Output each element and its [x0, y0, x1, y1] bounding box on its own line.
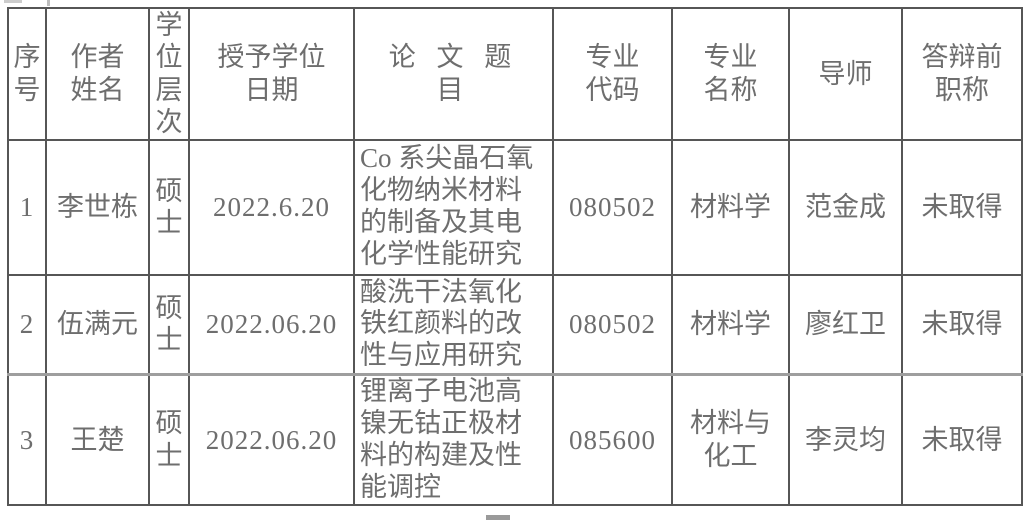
cell-serial-number: 3 — [7, 373, 47, 506]
cell-author-name: 王楚 — [45, 373, 150, 506]
header-pre-defense-title: 答辩前 职称 — [901, 7, 1023, 141]
cell-degree-date: 2022.06.20 — [188, 373, 355, 506]
cell-author-name: 伍满元 — [45, 273, 150, 376]
graduates-thesis-table: 序 号 作者 姓名 学 位 层 次 授予学位 日期 论 文 题 目 专业 代码 … — [7, 7, 1023, 506]
header-author-name: 作者 姓名 — [45, 7, 150, 141]
cell-major-code: 080502 — [552, 138, 673, 276]
cell-major-code: 080502 — [552, 273, 673, 376]
scan-artifact — [47, 0, 50, 6]
cell-major-name: 材料学 — [671, 273, 790, 376]
cell-pre-defense-title: 未取得 — [901, 373, 1023, 506]
cell-advisor: 廖红卫 — [788, 273, 903, 376]
cell-advisor: 李灵均 — [788, 373, 903, 506]
header-major-code: 专业 代码 — [552, 7, 673, 141]
scan-artifact — [4, 0, 22, 3]
cell-degree-level: 硕 士 — [148, 273, 190, 376]
header-degree-date: 授予学位 日期 — [188, 7, 355, 141]
cell-pre-defense-title: 未取得 — [901, 273, 1023, 376]
cell-thesis-title: 锂离子电池高 镍无钴正极材 料的构建及性 能调控 — [353, 373, 554, 506]
cell-thesis-title: 酸洗干法氧化 铁红颜料的改 性与应用研究 — [353, 273, 554, 376]
header-advisor: 导师 — [788, 7, 903, 141]
table-header-row: 序 号 作者 姓名 学 位 层 次 授予学位 日期 论 文 题 目 专业 代码 … — [7, 7, 1023, 141]
table-row: 1 李世栋 硕 士 2022.6.20 Co 系尖晶石氧 化物纳米材料 的制备及… — [7, 138, 1023, 276]
header-serial-number: 序 号 — [7, 7, 47, 141]
cell-major-name: 材料与 化工 — [671, 373, 790, 506]
cell-author-name: 李世栋 — [45, 138, 150, 276]
cell-pre-defense-title: 未取得 — [901, 138, 1023, 276]
cell-degree-level: 硕 士 — [148, 138, 190, 276]
cell-degree-date: 2022.6.20 — [188, 138, 355, 276]
cell-major-code: 085600 — [552, 373, 673, 506]
header-major-name: 专业 名称 — [671, 7, 790, 141]
table-row: 2 伍满元 硕 士 2022.06.20 酸洗干法氧化 铁红颜料的改 性与应用研… — [7, 273, 1023, 376]
cell-serial-number: 2 — [7, 273, 47, 376]
cell-degree-level: 硕 士 — [148, 373, 190, 506]
table-row: 3 王楚 硕 士 2022.06.20 锂离子电池高 镍无钴正极材 料的构建及性… — [7, 373, 1023, 506]
cell-thesis-title: Co 系尖晶石氧 化物纳米材料 的制备及其电 化学性能研究 — [353, 138, 554, 276]
cell-advisor: 范金成 — [788, 138, 903, 276]
cell-degree-date: 2022.06.20 — [188, 273, 355, 376]
cell-serial-number: 1 — [7, 138, 47, 276]
cell-major-name: 材料学 — [671, 138, 790, 276]
header-degree-level: 学 位 层 次 — [148, 7, 190, 141]
scan-artifact — [486, 515, 510, 520]
header-thesis-title: 论 文 题 目 — [353, 7, 554, 141]
